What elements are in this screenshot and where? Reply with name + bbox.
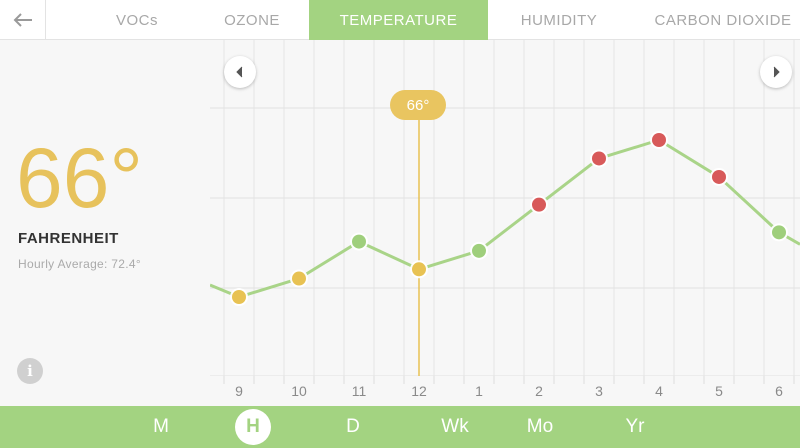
range-hour[interactable]: H <box>228 406 278 448</box>
temperature-series-line <box>210 138 800 299</box>
x-tick-label-0: 9 <box>235 383 243 399</box>
selected-value-bubble: 66° <box>390 90 446 120</box>
data-point-4 <box>472 243 486 258</box>
range-minute[interactable]: M <box>153 416 169 437</box>
hourly-average: Hourly Average: 72.4° <box>18 257 141 271</box>
tab-vocs[interactable]: VOCs <box>115 11 158 29</box>
tab-temperature[interactable]: TEMPERATURE <box>309 0 488 40</box>
prev-page-button[interactable] <box>224 56 256 88</box>
x-tick-label-4: 1 <box>475 383 483 399</box>
current-temperature: 66° <box>16 131 144 225</box>
chart-canvas <box>210 40 800 406</box>
chart-grid <box>210 40 800 406</box>
data-point-5 <box>532 197 546 212</box>
x-tick-label-2: 11 <box>351 383 367 399</box>
next-page-button[interactable] <box>760 56 792 88</box>
data-point-2 <box>352 234 366 249</box>
tab-carbon-dioxide[interactable]: CARBON DIOXIDE <box>654 11 792 29</box>
data-point-1 <box>292 271 306 286</box>
chevron-left-icon <box>236 66 243 78</box>
arrow-left-icon <box>13 13 32 27</box>
range-week[interactable]: Wk <box>441 416 469 437</box>
x-tick-label-5: 2 <box>535 383 543 399</box>
x-tick-label-1: 10 <box>291 383 307 399</box>
data-point-3 <box>412 262 426 277</box>
x-tick-label-9: 6 <box>775 383 783 399</box>
chart-series <box>210 131 800 306</box>
x-tick-label-7: 4 <box>655 383 663 399</box>
x-axis-strip <box>210 376 800 406</box>
info-icon[interactable]: i <box>17 358 43 384</box>
range-month[interactable]: Mo <box>526 416 554 437</box>
time-range-bar: M H D Wk Mo Yr <box>0 406 800 448</box>
tab-humidity[interactable]: HUMIDITY <box>520 11 598 29</box>
x-tick-label-6: 3 <box>595 383 603 399</box>
top-tab-bar: VOCs OZONE TEMPERATURE HUMIDITY CARBON D… <box>0 0 800 40</box>
back-button[interactable] <box>0 0 46 40</box>
data-point-8 <box>712 169 726 184</box>
data-point-9 <box>772 225 786 240</box>
x-tick-label-8: 5 <box>715 383 723 399</box>
temperature-unit: FAHRENHEIT <box>18 230 119 247</box>
temperature-chart: 66° 9 10 11 12 1 2 3 4 5 6 <box>210 40 800 406</box>
range-day[interactable]: D <box>346 416 360 437</box>
tab-ozone[interactable]: OZONE <box>224 11 280 29</box>
data-point-0 <box>232 290 246 304</box>
reading-panel: 66° FAHRENHEIT Hourly Average: 72.4° i <box>0 40 210 406</box>
data-point-7 <box>652 133 666 147</box>
range-year[interactable]: Yr <box>625 416 645 437</box>
chevron-right-icon <box>773 66 780 78</box>
data-point-6 <box>592 151 606 166</box>
x-tick-label-3: 12 <box>411 383 427 399</box>
